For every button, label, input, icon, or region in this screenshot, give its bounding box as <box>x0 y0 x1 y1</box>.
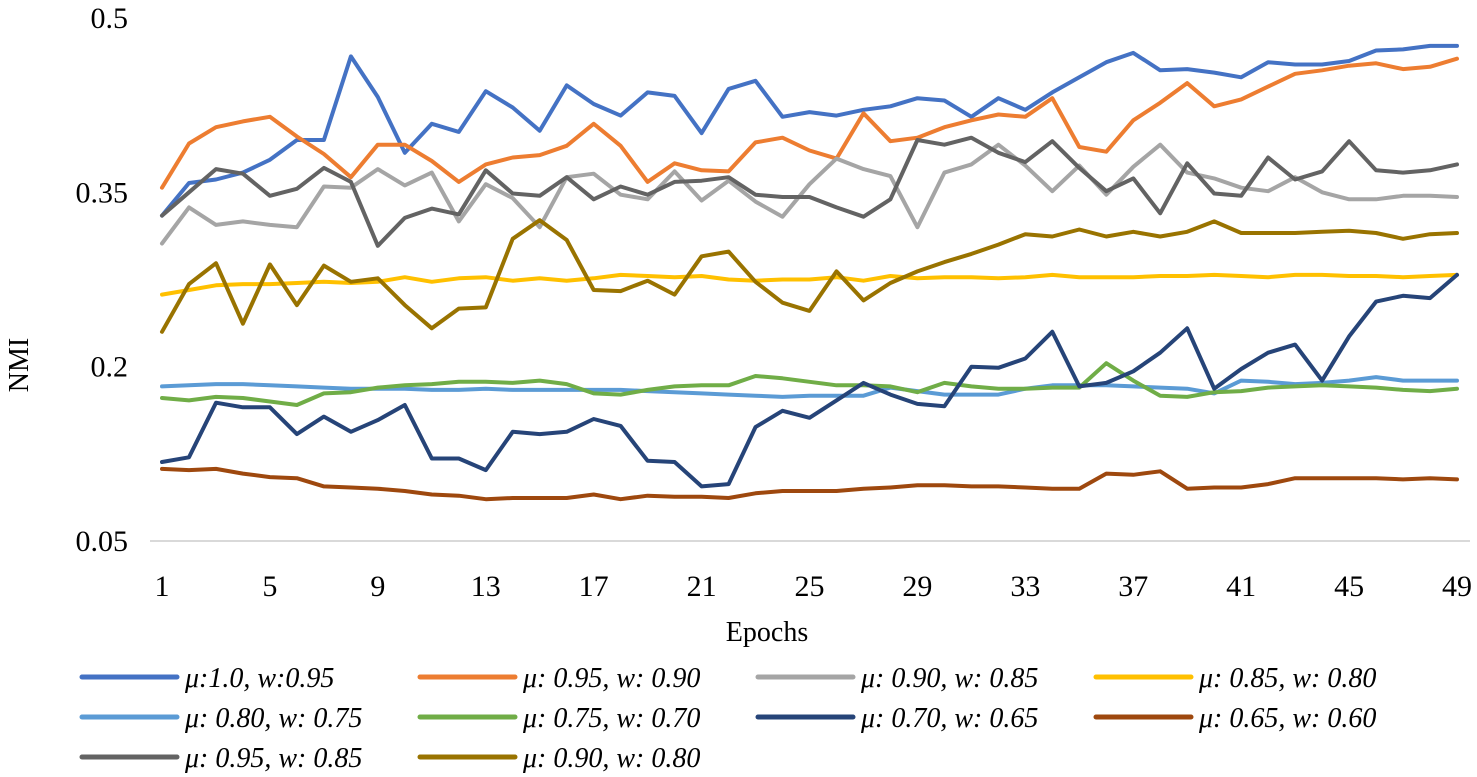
series-lines <box>160 43 1459 502</box>
legend-label-1: μ:1.0, w:0.95 <box>184 663 334 694</box>
legend-label-5: μ: 0.80, w: 0.75 <box>184 703 362 734</box>
legend-label-9: μ: 0.95, w: 0.85 <box>184 743 362 774</box>
legend-label-10: μ: 0.90, w: 0.80 <box>522 743 700 774</box>
x-tick-label: 37 <box>1118 570 1148 603</box>
y-axis-title: NMI <box>4 338 35 392</box>
legend-label-8: μ: 0.65, w: 0.60 <box>1198 703 1376 734</box>
series-line-3 <box>160 142 1459 246</box>
series-line-7 <box>160 272 1459 489</box>
series-line-4 <box>160 272 1459 297</box>
x-tick-label: 41 <box>1226 570 1256 603</box>
series-line-6 <box>160 361 1459 407</box>
series-line-9 <box>160 135 1459 248</box>
x-tick-label: 17 <box>579 570 609 603</box>
x-tick-label: 45 <box>1334 570 1364 603</box>
x-tick-label: 29 <box>902 570 932 603</box>
series-line-10 <box>160 218 1459 334</box>
x-tick-labels: 1 5 9 13 17 21 25 29 33 37 41 45 49 <box>155 570 1473 603</box>
legend-label-3: μ: 0.90, w: 0.85 <box>860 663 1038 694</box>
legend: μ:1.0, w:0.95 μ: 0.95, w: 0.90 μ: 0.90, w:… <box>79 663 1376 774</box>
y-tick-labels: 0.05 0.2 0.35 0.5 <box>76 2 129 558</box>
y-tick-label: 0.5 <box>91 2 129 35</box>
x-axis-title: Epochs <box>726 617 808 648</box>
x-tick-label: 33 <box>1010 570 1040 603</box>
x-tick-label: 5 <box>262 570 277 603</box>
series-line-1 <box>160 43 1459 218</box>
x-tick-label: 1 <box>155 570 170 603</box>
y-tick-label: 0.05 <box>76 525 129 558</box>
legend-label-6: μ: 0.75, w: 0.70 <box>522 703 700 734</box>
series-line-2 <box>160 56 1459 190</box>
series-line-8 <box>160 466 1459 502</box>
x-tick-label: 9 <box>370 570 385 603</box>
x-tick-label: 13 <box>471 570 501 603</box>
legend-label-4: μ: 0.85, w: 0.80 <box>1198 663 1376 694</box>
x-tick-label: 21 <box>687 570 717 603</box>
legend-label-7: μ: 0.70, w: 0.65 <box>860 703 1038 734</box>
x-tick-label: 49 <box>1442 570 1472 603</box>
x-tick-label: 25 <box>795 570 825 603</box>
y-tick-label: 0.2 <box>91 351 129 384</box>
legend-label-2: μ: 0.95, w: 0.90 <box>522 663 700 694</box>
y-tick-label: 0.35 <box>76 176 129 209</box>
